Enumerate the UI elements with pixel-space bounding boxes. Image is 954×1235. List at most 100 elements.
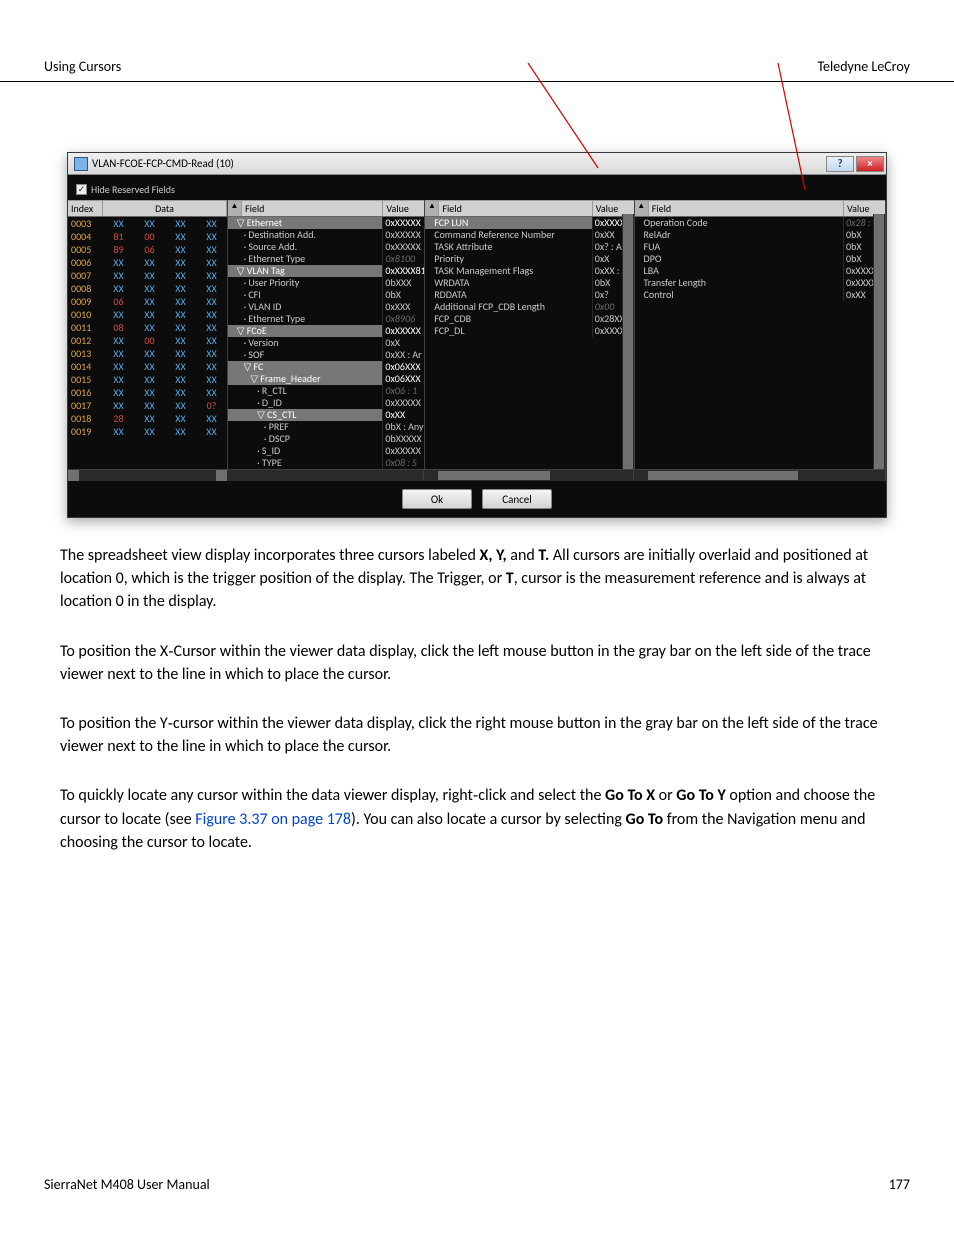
field-row[interactable]: · Destination Add.0xXXXXX bbox=[228, 229, 424, 241]
figure-link[interactable]: Figure 3.37 on page 178 bbox=[195, 810, 351, 829]
field-row[interactable]: Control0xXX bbox=[635, 289, 885, 301]
field-name: FCP_DL bbox=[425, 325, 591, 337]
field-row[interactable]: DPO0bX bbox=[635, 253, 885, 265]
scroll-left-icon[interactable] bbox=[68, 470, 80, 481]
field-panel-3: ▲ Field Value Operation Code0x28 : R Rel… bbox=[635, 200, 886, 469]
field-row[interactable]: · DSCP0bXXXXX bbox=[228, 433, 424, 445]
field-header-2: Field bbox=[439, 201, 591, 216]
field-row[interactable]: · Version0xX bbox=[228, 337, 424, 349]
byte-cell: XX bbox=[196, 373, 227, 386]
field-header-1: Field bbox=[242, 201, 382, 216]
horizontal-scrollbar[interactable] bbox=[424, 470, 634, 481]
field-value: 0xXXXXX bbox=[382, 445, 424, 457]
field-row[interactable]: RelAdr0bX bbox=[635, 229, 885, 241]
field-row[interactable]: · VLAN ID0xXXX bbox=[228, 301, 424, 313]
byte-cell: XX bbox=[165, 347, 196, 360]
field-row[interactable]: · S_ID0xXXXXX bbox=[228, 445, 424, 457]
vertical-scrollbar[interactable] bbox=[622, 214, 634, 469]
table-row: 0012XX00XXXX bbox=[68, 334, 227, 347]
field-row[interactable]: FCP_DL0xXXXXX bbox=[425, 325, 633, 337]
field-row[interactable]: ▽ CS_CTL0xXX bbox=[228, 409, 424, 421]
horizontal-scrollbar[interactable] bbox=[228, 470, 424, 481]
field-row[interactable]: ▽ FC0x06XXX bbox=[228, 361, 424, 373]
field-row[interactable]: TASK Attribute0x? : Any bbox=[425, 241, 633, 253]
field-row[interactable]: TASK Management Flags0xXX : Al bbox=[425, 265, 633, 277]
field-name: · S_ID bbox=[228, 445, 382, 457]
field-value: 0bXXX bbox=[382, 277, 424, 289]
field-panel-1: ▲ Field Value ▽ Ethernet0xXXXXX · Destin… bbox=[228, 200, 425, 469]
field-name: Command Reference Number bbox=[425, 229, 591, 241]
help-button[interactable]: ? bbox=[826, 156, 854, 172]
byte-cell: XX bbox=[196, 360, 227, 373]
field-row[interactable]: ▽ Ethernet0xXXXXX bbox=[228, 217, 424, 229]
field-row[interactable]: · PREF0bX : Any bbox=[228, 421, 424, 433]
field-row[interactable]: Additional FCP_CDB Length0x00 bbox=[425, 301, 633, 313]
field-name: · R_CTL bbox=[228, 385, 382, 397]
vertical-scrollbar[interactable] bbox=[873, 214, 885, 469]
table-row: 0003XXXXXXXX bbox=[68, 217, 227, 230]
field-value: 0x8100 bbox=[382, 253, 424, 265]
field-row[interactable]: · SOF0xXX : Ar bbox=[228, 349, 424, 361]
field-row[interactable]: Transfer Length0xXXXX bbox=[635, 277, 885, 289]
byte-cell: 06 bbox=[103, 295, 134, 308]
close-button[interactable]: × bbox=[856, 156, 884, 172]
data-bytes-panel: Index Data 0003XXXXXXXX00048100XXXX00058… bbox=[68, 200, 228, 469]
field-row[interactable]: RDDATA0x? bbox=[425, 289, 633, 301]
field-row[interactable]: ▽ Frame_Header0x06XXX bbox=[228, 373, 424, 385]
byte-cell: XX bbox=[134, 347, 165, 360]
byte-cell: XX bbox=[103, 360, 134, 373]
field-value: 0bX bbox=[382, 289, 424, 301]
byte-cell: XX bbox=[165, 308, 196, 321]
field-row[interactable]: ▽ FCoE0xXXXXX bbox=[228, 325, 424, 337]
scroll-right-icon[interactable] bbox=[216, 470, 228, 481]
table-row: 0016XXXXXXXX bbox=[68, 386, 227, 399]
field-row[interactable]: Operation Code0x28 : R bbox=[635, 217, 885, 229]
horizontal-scrollbar[interactable] bbox=[634, 470, 886, 481]
table-row: 0015XXXXXXXX bbox=[68, 373, 227, 386]
field-row[interactable]: · User Priority0bXXX bbox=[228, 277, 424, 289]
scroll-up-icon[interactable]: ▲ bbox=[635, 201, 649, 216]
table-row: 00048100XXXX bbox=[68, 230, 227, 243]
field-row[interactable]: · Ethernet Type0x8100 bbox=[228, 253, 424, 265]
field-row[interactable]: Priority0xX bbox=[425, 253, 633, 265]
cancel-button[interactable]: Cancel bbox=[482, 489, 552, 509]
byte-cell: XX bbox=[196, 308, 227, 321]
field-value: 0xXXXXX bbox=[382, 229, 424, 241]
field-row[interactable]: LBA0xXXXXX bbox=[635, 265, 885, 277]
byte-cell: XX bbox=[134, 217, 165, 230]
field-row[interactable]: · Source Add.0xXXXXX bbox=[228, 241, 424, 253]
field-row[interactable]: FCP_CDB0x28XXX bbox=[425, 313, 633, 325]
field-row[interactable]: · Ethernet Type0x8906 bbox=[228, 313, 424, 325]
index-cell: 0008 bbox=[68, 282, 103, 295]
field-row[interactable]: FCP LUN0xXXXX bbox=[425, 217, 633, 229]
field-value: 0x08 : S bbox=[382, 457, 424, 469]
field-value: 0xXX bbox=[382, 409, 424, 421]
field-row[interactable]: FUA0bX bbox=[635, 241, 885, 253]
field-name: · SOF bbox=[228, 349, 382, 361]
byte-cell: XX bbox=[165, 373, 196, 386]
hide-reserved-checkbox[interactable]: ✓ bbox=[76, 184, 87, 195]
scroll-up-icon[interactable]: ▲ bbox=[425, 201, 439, 216]
field-header-3: Field bbox=[649, 201, 843, 216]
field-row[interactable]: WRDATA0bX bbox=[425, 277, 633, 289]
field-row[interactable]: Command Reference Number0xXX bbox=[425, 229, 633, 241]
byte-cell: XX bbox=[196, 425, 227, 438]
table-row: 0010XXXXXXXX bbox=[68, 308, 227, 321]
byte-cell: XX bbox=[134, 269, 165, 282]
byte-cell: XX bbox=[134, 308, 165, 321]
scroll-up-icon[interactable]: ▲ bbox=[228, 201, 242, 216]
byte-cell: XX bbox=[165, 321, 196, 334]
field-row[interactable]: · CFI0bX bbox=[228, 289, 424, 301]
field-row[interactable]: · TYPE0x08 : S bbox=[228, 457, 424, 469]
field-row[interactable]: · D_ID0xXXXXX bbox=[228, 397, 424, 409]
field-value: 0bX : Any bbox=[382, 421, 424, 433]
byte-cell: XX bbox=[134, 412, 165, 425]
index-cell: 0003 bbox=[68, 217, 103, 230]
ok-button[interactable]: Ok bbox=[402, 489, 472, 509]
field-row[interactable]: · R_CTL0x06 : 1 bbox=[228, 385, 424, 397]
byte-cell: XX bbox=[196, 282, 227, 295]
field-name: ▽ FC bbox=[228, 361, 382, 373]
field-row[interactable]: ▽ VLAN Tag0xXXXX81 bbox=[228, 265, 424, 277]
field-value: 0xXXXXX bbox=[382, 217, 424, 229]
index-cell: 0016 bbox=[68, 386, 103, 399]
